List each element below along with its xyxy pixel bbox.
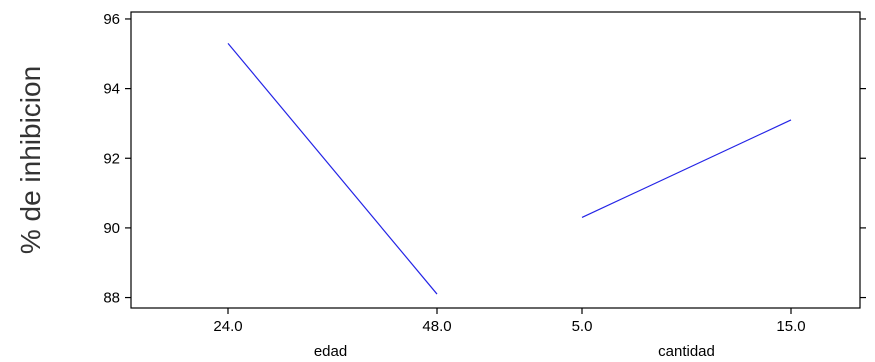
x-tick-label: 48.0 — [422, 318, 451, 335]
x-tick-label: 5.0 — [572, 318, 593, 335]
x-axis-label-cantidad: cantidad — [658, 343, 715, 360]
x-tick-label: 15.0 — [776, 318, 805, 335]
series-line-edad — [227, 42, 438, 295]
y-tick-label: 90 — [103, 220, 120, 237]
y-axis: 88 90 92 94 96 — [103, 11, 866, 307]
series-lines — [227, 42, 792, 295]
y-tick-label: 96 — [103, 11, 120, 28]
x-axis-label-edad: edad — [314, 343, 347, 360]
plot-frame — [130, 11, 861, 309]
y-tick-label: 92 — [103, 150, 120, 167]
y-axis-label: % de inhibicion — [15, 66, 46, 254]
y-tick-label: 88 — [103, 290, 120, 307]
x-tick-label: 24.0 — [213, 318, 242, 335]
y-tick-label: 94 — [103, 81, 120, 98]
x-axis: 24.0 48.0 edad 5.0 15.0 cantidad — [213, 308, 806, 360]
series-line-cantidad — [581, 119, 792, 219]
